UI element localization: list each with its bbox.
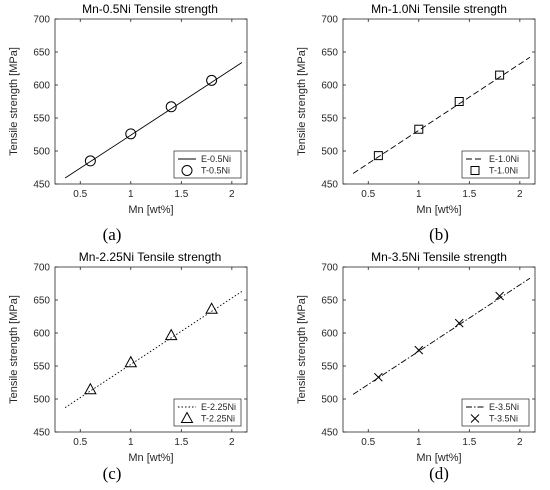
chart-panel-4: Mn-3.5Ni Tensile strength 450 500 550 600 650… xyxy=(296,250,536,483)
legend-marker-swatch xyxy=(181,165,193,176)
x-tick-label: 0.5 xyxy=(361,437,375,448)
y-tick-label: 550 xyxy=(321,362,338,373)
data-point xyxy=(454,318,464,328)
legend-label: E-0.5Ni xyxy=(201,154,231,164)
legend-box xyxy=(461,150,530,179)
x-tick-label: 2 xyxy=(229,437,235,448)
x-tick-label: 1 xyxy=(416,189,422,200)
chart-panel-3: Mn-2.25Ni Tensile strength 450 500 550 600 65… xyxy=(8,250,248,483)
y-tick-label: 650 xyxy=(33,296,50,307)
series-line-E-1.0Ni xyxy=(352,56,531,174)
x-tick-label: 2 xyxy=(517,437,523,448)
y-tick-label: 550 xyxy=(33,362,50,373)
x-axis-label: Mn [wt%] xyxy=(128,452,173,464)
x-tick-label: 1.5 xyxy=(174,437,188,448)
legend-label: T-1.0Ni xyxy=(489,166,518,176)
y-tick-label: 450 xyxy=(33,428,50,439)
legend-marker-swatch xyxy=(470,414,480,423)
y-axis-label: Tensile strength [MPa] xyxy=(296,295,308,404)
data-point xyxy=(495,70,505,80)
y-tick-label: 600 xyxy=(33,81,50,92)
legend-box xyxy=(173,150,242,179)
x-tick-label: 0.5 xyxy=(73,437,87,448)
panel-caption: (b) xyxy=(429,225,449,244)
x-tick-label: 1.5 xyxy=(462,189,476,200)
y-tick-label: 500 xyxy=(33,147,50,158)
x-tick-label: 1.5 xyxy=(174,189,188,200)
chart-title: Mn-3.5Ni Tensile strength xyxy=(371,250,507,264)
data-point xyxy=(373,151,383,161)
y-tick-label: 700 xyxy=(33,263,50,274)
data-point xyxy=(495,291,504,301)
y-tick-label: 450 xyxy=(33,180,50,191)
x-tick-label: 0.5 xyxy=(73,189,87,200)
y-tick-label: 450 xyxy=(321,428,338,439)
data-point xyxy=(124,355,138,368)
legend-label: T-3.5Ni xyxy=(489,414,518,424)
y-tick-label: 600 xyxy=(33,329,50,340)
x-tick-label: 2 xyxy=(517,189,523,200)
data-point xyxy=(206,74,218,86)
data-point xyxy=(374,372,383,382)
data-point xyxy=(165,101,177,113)
y-tick-label: 600 xyxy=(321,329,338,340)
data-point xyxy=(164,328,178,341)
x-tick-label: 1 xyxy=(128,437,134,448)
x-tick-label: 0.5 xyxy=(361,189,375,200)
x-tick-label: 1 xyxy=(416,437,422,448)
data-point xyxy=(414,124,424,134)
y-tick-label: 650 xyxy=(321,48,338,59)
y-tick-label: 500 xyxy=(321,395,338,406)
legend-label: T-0.5Ni xyxy=(201,166,230,176)
y-tick-label: 500 xyxy=(321,147,338,158)
legend-marker-swatch xyxy=(470,166,480,175)
data-point xyxy=(125,128,137,140)
chart-title: Mn-2.25Ni Tensile strength xyxy=(79,250,222,264)
series-line-E-2.25Ni xyxy=(64,291,243,408)
data-point xyxy=(454,97,464,106)
y-tick-label: 650 xyxy=(33,48,50,59)
y-tick-label: 700 xyxy=(321,15,338,26)
data-point xyxy=(84,155,96,167)
x-axis-label: Mn [wt%] xyxy=(128,204,173,216)
legend-marker-swatch xyxy=(180,411,194,423)
panel-caption: (c) xyxy=(103,464,122,483)
panel-caption: (a) xyxy=(103,225,122,244)
y-tick-label: 550 xyxy=(33,114,50,125)
y-tick-label: 700 xyxy=(321,263,338,274)
y-tick-label: 650 xyxy=(321,296,338,307)
chart-title: Mn-0.5Ni Tensile strength xyxy=(82,2,218,16)
y-tick-label: 550 xyxy=(321,114,338,125)
panel-caption: (d) xyxy=(429,464,449,483)
legend-label: E-1.0Ni xyxy=(489,154,519,164)
y-tick-label: 500 xyxy=(33,395,50,406)
x-tick-label: 1 xyxy=(128,189,134,200)
legend-label: E-3.5Ni xyxy=(489,402,519,412)
legend-label: T-2.25Ni xyxy=(201,414,235,424)
data-point xyxy=(205,302,218,314)
y-axis-label: Tensile strength [MPa] xyxy=(8,295,20,404)
legend-box xyxy=(461,398,530,427)
y-tick-label: 700 xyxy=(33,15,50,26)
x-axis-label: Mn [wt%] xyxy=(416,452,461,464)
x-tick-label: 2 xyxy=(229,189,235,200)
chart-panel-2: Mn-1.0Ni Tensile strength 450 500 550 600 650… xyxy=(296,2,536,244)
legend-box xyxy=(173,398,242,427)
x-tick-label: 1.5 xyxy=(462,437,476,448)
chart-panel-1: Mn-0.5Ni Tensile strength 450 500 550 600 650… xyxy=(8,2,248,244)
data-point xyxy=(84,382,97,395)
y-tick-label: 600 xyxy=(321,81,338,92)
data-point xyxy=(414,345,424,355)
y-tick-label: 450 xyxy=(321,180,338,191)
x-axis-label: Mn [wt%] xyxy=(416,204,461,216)
y-axis-label: Tensile strength [MPa] xyxy=(8,47,20,156)
y-axis-label: Tensile strength [MPa] xyxy=(296,47,308,156)
chart-title: Mn-1.0Ni Tensile strength xyxy=(371,2,507,16)
legend-label: E-2.25Ni xyxy=(201,402,236,412)
